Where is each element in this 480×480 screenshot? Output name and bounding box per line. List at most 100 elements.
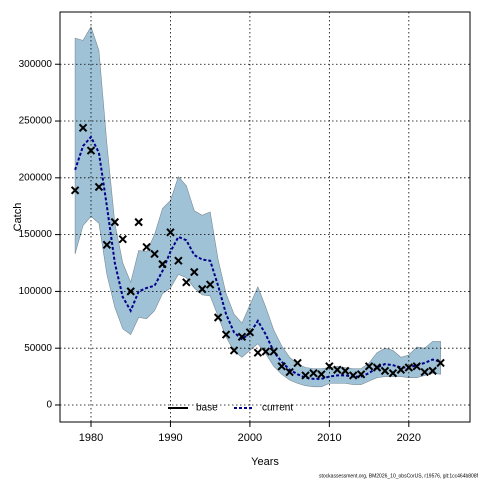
cross-stroke: [205, 280, 215, 289]
cross-stroke: [110, 217, 120, 227]
cross-stroke: [261, 347, 271, 356]
y-tick-label: 0: [46, 400, 52, 411]
cross-stroke: [333, 365, 342, 374]
observed-point: [78, 123, 88, 133]
observed-point: [182, 278, 191, 287]
cross-stroke: [341, 366, 350, 376]
cross-stroke: [237, 332, 247, 342]
observed-point: [412, 362, 421, 371]
observed-point: [388, 368, 398, 378]
cross-stroke: [285, 367, 294, 377]
cross-stroke: [293, 358, 302, 368]
observed-point: [269, 347, 278, 356]
y-tick-label: 50000: [24, 343, 52, 354]
cross-stroke: [78, 123, 88, 133]
cross-stroke: [436, 358, 445, 368]
y-axis-label: Catch: [12, 203, 24, 232]
observed-point: [277, 362, 286, 371]
cross-stroke: [158, 259, 167, 269]
observed-point: [372, 363, 382, 372]
cross-stroke: [372, 363, 382, 372]
observed-point: [134, 217, 143, 227]
cross-stroke: [301, 371, 310, 380]
cross-stroke: [126, 287, 135, 296]
confidence-band: [74, 26, 441, 388]
observed-point: [142, 242, 151, 252]
observed-point: [86, 146, 96, 155]
cross-stroke: [174, 256, 183, 265]
cross-stroke: [86, 146, 96, 155]
legend-label: base: [196, 403, 218, 414]
y-tick-label: 100000: [19, 286, 53, 297]
cross-stroke: [428, 366, 437, 376]
cross-stroke: [182, 278, 191, 287]
observed-point: [198, 284, 207, 294]
observed-point: [205, 280, 215, 289]
observed-point: [94, 182, 104, 192]
x-tick-label: 2000: [238, 432, 262, 444]
observed-point: [158, 259, 167, 269]
y-tick-label: 150000: [19, 229, 53, 240]
observed-point: [309, 368, 318, 378]
cross-stroke: [213, 313, 223, 322]
observed-point: [245, 328, 255, 337]
cross-stroke: [118, 234, 127, 244]
cross-stroke: [364, 362, 374, 371]
cross-stroke: [325, 362, 334, 371]
observed-point: [420, 367, 429, 377]
observed-point: [190, 267, 199, 277]
x-tick-label: 1990: [158, 432, 182, 444]
observed-point: [166, 228, 175, 237]
cross-stroke: [388, 368, 398, 378]
cross-stroke: [142, 242, 151, 252]
cross-stroke: [420, 367, 429, 377]
observed-point: [237, 332, 247, 342]
observed-point: [285, 367, 294, 377]
observed-point: [364, 362, 374, 371]
cross-stroke: [221, 330, 231, 339]
observed-point: [356, 370, 366, 379]
observed-point: [341, 366, 350, 376]
observed-point: [261, 347, 271, 356]
cross-stroke: [245, 328, 255, 337]
y-tick-label: 200000: [19, 172, 53, 183]
x-tick-label: 2010: [317, 432, 341, 444]
cross-stroke: [229, 346, 239, 355]
legend-label: current: [262, 403, 293, 414]
observed-point: [396, 365, 406, 374]
cross-stroke: [348, 371, 358, 380]
observed-point: [221, 330, 231, 339]
cross-stroke: [198, 284, 207, 294]
cross-stroke: [317, 370, 326, 379]
observed-point: [229, 346, 239, 355]
cross-stroke: [166, 228, 175, 237]
x-tick-label: 2020: [397, 432, 421, 444]
observed-point: [118, 234, 127, 244]
cross-stroke: [269, 347, 278, 356]
cross-stroke: [412, 362, 421, 371]
observed-point: [70, 186, 80, 195]
observed-point: [126, 287, 135, 296]
observed-point: [150, 249, 159, 259]
series-line: [74, 135, 441, 380]
plot-frame: [59, 11, 471, 423]
cross-stroke: [94, 182, 104, 192]
observed-point: [293, 358, 302, 368]
observed-point: [253, 348, 263, 357]
observed-point: [213, 313, 223, 322]
observed-point: [404, 363, 414, 372]
observed-point: [348, 371, 358, 380]
observed-point: [102, 240, 112, 250]
cross-stroke: [190, 267, 199, 277]
observed-point: [325, 362, 334, 371]
observed-point: [428, 366, 437, 376]
observed-point: [436, 358, 445, 368]
x-axis-label: Years: [251, 456, 279, 468]
cross-stroke: [396, 365, 406, 374]
observed-point: [317, 370, 326, 379]
cross-stroke: [253, 348, 263, 357]
cross-stroke: [102, 240, 112, 250]
cross-stroke: [70, 186, 80, 195]
observed-point: [333, 365, 342, 374]
